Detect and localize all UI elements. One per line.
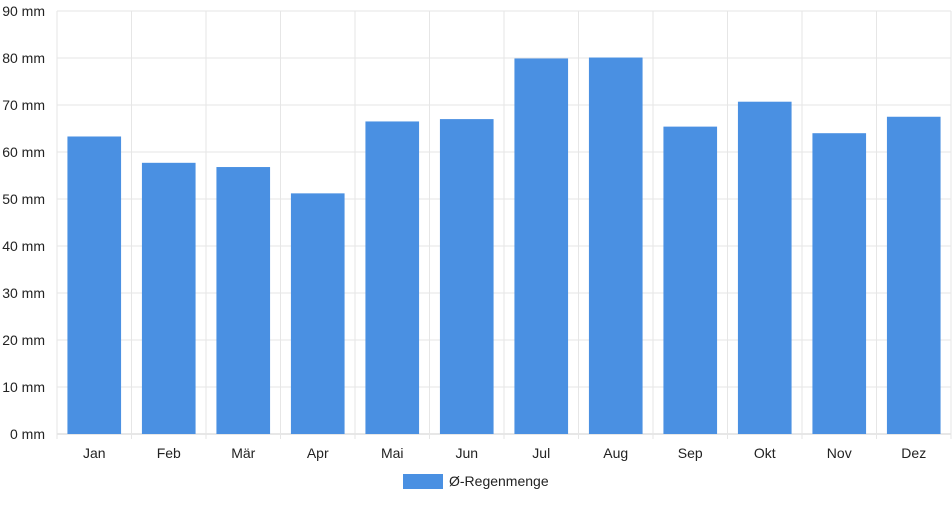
y-tick-label: 30 mm [2,285,45,301]
x-tick-label: Apr [307,445,329,461]
x-tick-label: Okt [754,445,776,461]
x-tick-label: Feb [157,445,181,461]
bar-4[interactable] [365,121,420,434]
x-tick-label: Nov [827,445,852,461]
grid-layer [56,10,952,439]
x-tick-label: Mär [231,445,255,461]
bar-10[interactable] [812,133,867,434]
bar-0[interactable] [67,136,122,435]
x-axis-ticks: Jan Feb Mär Apr Mai Jun Jul Aug Sep Okt Nov Dez [83,445,926,461]
bar-6[interactable] [514,58,569,434]
y-tick-label: 10 mm [2,379,45,395]
x-tick-label: Mai [381,445,404,461]
y-tick-label: 70 mm [2,97,45,113]
y-tick-label: 80 mm [2,50,45,66]
legend-swatch [403,473,443,489]
bar-7[interactable] [588,57,643,434]
y-tick-label: 60 mm [2,144,45,160]
bar-1[interactable] [141,162,196,434]
bar-8[interactable] [663,126,718,435]
x-tick-label: Jan [83,445,106,461]
legend[interactable]: Ø-Regenmenge [403,473,549,489]
legend-label: Ø-Regenmenge [449,473,549,489]
y-tick-label: 0 mm [10,426,45,442]
y-tick-label: 50 mm [2,191,45,207]
y-tick-label: 90 mm [2,3,45,19]
bar-9[interactable] [737,101,792,435]
bars-layer [67,57,941,435]
y-tick-label: 40 mm [2,238,45,254]
bar-3[interactable] [290,193,345,434]
y-axis-ticks: 0 mm 10 mm 20 mm 30 mm 40 mm 50 mm 60 mm 70 mm 8… [2,3,45,442]
bar-2[interactable] [216,167,271,435]
y-tick-label: 20 mm [2,332,45,348]
x-tick-label: Jul [532,445,550,461]
bar-11[interactable] [886,116,941,434]
x-tick-label: Aug [603,445,628,461]
x-tick-label: Jun [455,445,478,461]
bar-5[interactable] [439,119,494,434]
x-tick-label: Sep [678,445,703,461]
x-tick-label: Dez [901,445,926,461]
